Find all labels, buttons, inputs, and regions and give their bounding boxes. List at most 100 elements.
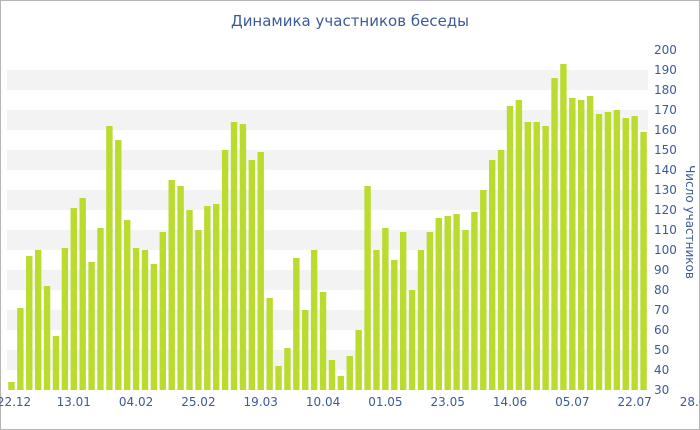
x-tick-label: 19.03 [244, 395, 278, 409]
bar [533, 122, 540, 390]
y-tick-label: 100 [654, 243, 677, 257]
x-tick-label: 01.05 [368, 395, 402, 409]
bar [355, 330, 362, 390]
bar [408, 290, 416, 390]
bar [489, 160, 496, 390]
bar [52, 336, 60, 390]
x-tick-label: 22.07 [617, 395, 651, 409]
bar [61, 248, 69, 390]
bar [123, 220, 131, 390]
x-tick-label: 22.12 [0, 395, 31, 409]
bar [70, 208, 77, 390]
bar [506, 106, 514, 390]
bar [337, 376, 345, 390]
bar [426, 232, 434, 390]
bar [168, 180, 175, 390]
grid-band [7, 110, 648, 130]
grid-band [7, 70, 648, 90]
grid-band [7, 350, 648, 370]
y-tick-label: 140 [654, 163, 677, 177]
y-tick-label: 60 [654, 323, 669, 337]
bar [34, 250, 42, 390]
bar [435, 218, 442, 390]
bar [551, 78, 558, 390]
bar [578, 100, 585, 390]
y-tick-label: 130 [654, 183, 677, 197]
bar [364, 186, 371, 390]
bar [328, 360, 336, 390]
bar [542, 126, 549, 390]
y-tick-label: 90 [654, 263, 669, 277]
bar [497, 150, 505, 390]
bar [595, 114, 603, 390]
bar [150, 264, 158, 390]
bar [204, 206, 211, 390]
bar [373, 250, 380, 390]
y-axis-label: Число участников [683, 165, 697, 279]
bar [453, 214, 460, 390]
y-tick-label: 110 [654, 223, 677, 237]
bar [186, 210, 193, 390]
bar [569, 98, 576, 390]
y-tick-label: 50 [654, 343, 669, 357]
x-tick-label: 23.05 [431, 395, 465, 409]
bar [115, 140, 122, 390]
bar [560, 64, 567, 390]
x-tick-label: 10.04 [306, 395, 340, 409]
bar [293, 258, 300, 390]
bar [480, 190, 487, 390]
bar [195, 230, 202, 390]
y-tick-label: 150 [654, 143, 677, 157]
bar [88, 262, 95, 390]
bar [17, 308, 24, 390]
bar [239, 124, 247, 390]
bar [275, 366, 282, 390]
bar [346, 356, 353, 390]
y-tick-label: 120 [654, 203, 677, 217]
bar [266, 298, 273, 390]
x-axis-ticks: 22.12 13.01 04.02 25.02 19.03 10.04 01.05 23.05… [0, 395, 700, 409]
bar [640, 132, 647, 390]
grid-band [7, 310, 648, 330]
bar [221, 150, 229, 390]
bar [26, 256, 33, 390]
bar [302, 310, 309, 390]
bar [604, 112, 612, 390]
y-tick-label: 40 [654, 363, 669, 377]
bar [248, 160, 256, 390]
bar [132, 248, 140, 390]
bar [444, 216, 451, 390]
x-tick-label: 04.02 [119, 395, 153, 409]
x-tick-label: 13.01 [57, 395, 91, 409]
bar [284, 348, 291, 390]
bar [586, 96, 594, 390]
x-tick-label: 25.02 [181, 395, 215, 409]
bar [524, 122, 532, 390]
bar [613, 110, 621, 390]
grid-band [7, 270, 648, 290]
bar [97, 228, 104, 390]
y-tick-label: 180 [654, 83, 677, 97]
bar [310, 250, 318, 390]
bar [79, 198, 86, 390]
chart-title: Динамика участников беседы [230, 12, 470, 30]
bars [8, 64, 647, 390]
bar [399, 232, 407, 390]
bar [471, 212, 478, 390]
x-tick-label: 28.07 [680, 395, 700, 409]
bar [382, 228, 389, 390]
bar [631, 116, 638, 390]
grid-band [7, 190, 648, 210]
y-tick-label: 200 [654, 43, 677, 57]
y-tick-label: 30 [654, 383, 669, 397]
bar [230, 122, 238, 390]
x-tick-label: 05.07 [555, 395, 589, 409]
bar [141, 250, 149, 390]
y-tick-label: 170 [654, 103, 677, 117]
bar [159, 232, 166, 390]
grid-band [7, 230, 648, 250]
grid-band [7, 150, 648, 170]
bar [177, 186, 184, 390]
bar [106, 126, 113, 390]
